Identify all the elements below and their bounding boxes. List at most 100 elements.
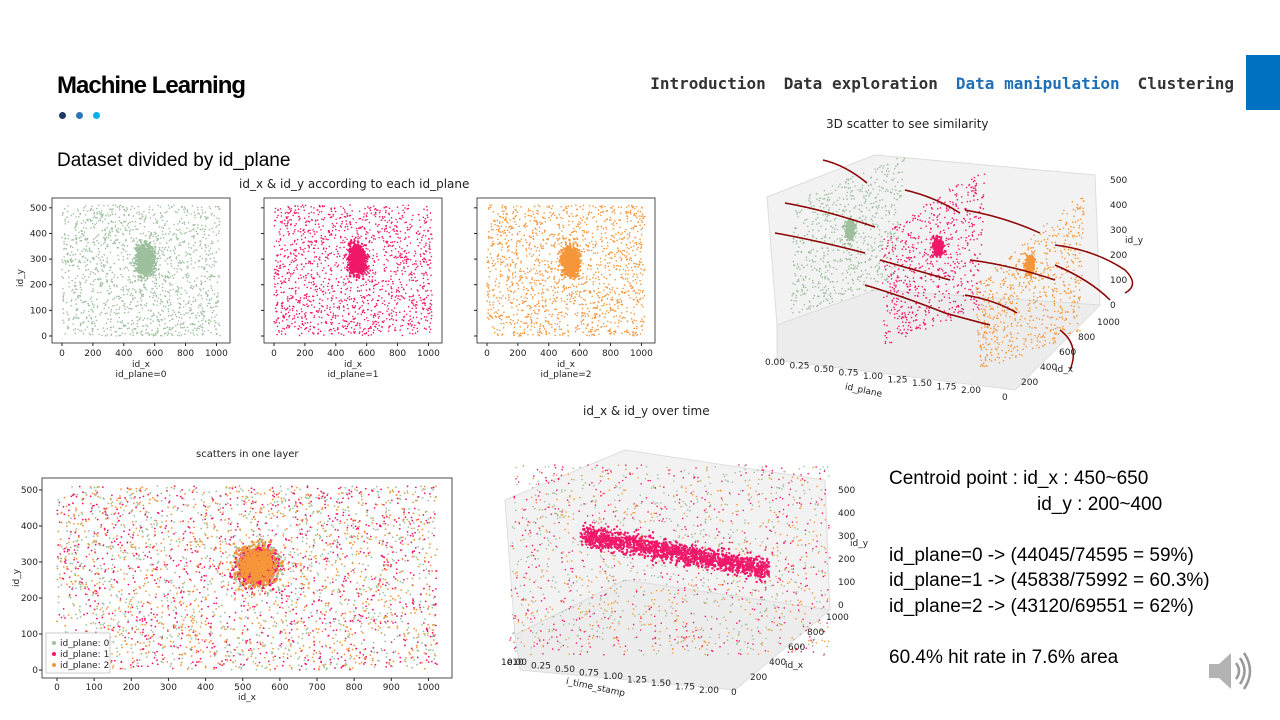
point [321,205,324,207]
point [86,210,89,213]
point [193,334,195,336]
point [191,235,193,238]
scatter-panel-0: 0 200 400 600 800 10000100200300400500id_yid_… [16,197,231,380]
point [512,272,514,274]
point [186,209,189,211]
point [414,252,417,255]
point [175,315,178,318]
point [211,289,214,292]
point [335,228,337,231]
point [205,291,207,294]
point [388,293,390,296]
point [166,300,169,303]
point [200,326,202,328]
point [154,218,157,220]
point [135,267,138,270]
point [213,319,216,322]
point [286,222,289,225]
point [274,211,276,213]
point [365,281,367,283]
point [85,300,87,303]
point [205,292,207,295]
point [344,253,348,256]
point [114,221,117,223]
point [402,260,404,262]
point [342,262,344,264]
point [295,243,298,245]
point [111,278,113,281]
point [328,234,331,236]
point [184,333,186,335]
point [152,265,156,268]
point [67,269,70,272]
point [106,260,108,262]
point [280,280,282,282]
point [334,317,337,319]
point [273,268,276,271]
point [62,287,64,290]
nav-introduction[interactable]: Introduction [650,74,766,93]
point [372,291,375,294]
point [310,205,312,208]
point [178,311,181,314]
point [366,299,369,302]
point [63,233,66,235]
point [106,273,109,275]
point [299,274,302,276]
point [62,319,64,322]
point [544,316,547,319]
point [182,306,185,308]
point [167,314,170,317]
point [313,315,316,317]
point [340,205,342,208]
point [361,273,364,276]
nav-clustering[interactable]: Clustering [1137,74,1234,93]
point [67,252,70,255]
point [136,323,139,325]
point [157,297,160,299]
point [308,215,310,218]
point [321,269,324,272]
point [150,309,152,312]
point [122,286,124,289]
point [390,286,392,288]
point [374,326,377,328]
point [123,303,126,305]
point [286,217,288,220]
point [70,251,73,253]
point [138,275,141,279]
point [98,220,100,222]
nav-data-manipulation[interactable]: Data manipulation [955,74,1120,93]
point [558,243,560,245]
point [335,297,338,299]
nav-data-exploration[interactable]: Data exploration [783,74,938,93]
point [276,303,279,306]
point [153,231,156,234]
point [125,250,127,253]
point [371,280,374,283]
point [173,246,176,248]
point [98,213,101,215]
point [343,215,346,218]
point [143,240,146,243]
point [143,218,146,221]
point [293,315,296,317]
point [83,261,86,263]
point [390,216,393,219]
point [114,234,117,237]
point [364,207,366,210]
point [74,281,76,284]
point [340,276,343,278]
point [376,304,378,307]
point [130,205,133,208]
point [301,310,303,313]
point [66,311,68,313]
point [392,228,394,231]
point [130,236,132,239]
point [379,288,382,291]
point [70,299,73,301]
point [279,239,282,241]
point [290,294,292,297]
point [80,236,82,238]
point [169,250,172,252]
